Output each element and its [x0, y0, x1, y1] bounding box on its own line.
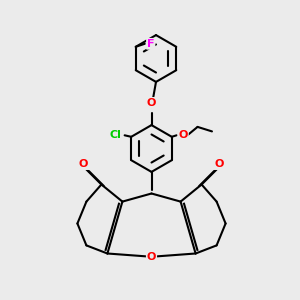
Text: O: O [178, 130, 188, 140]
Text: O: O [147, 98, 156, 108]
Text: F: F [147, 39, 154, 49]
Text: Cl: Cl [110, 130, 122, 140]
Text: O: O [79, 159, 88, 169]
Text: O: O [215, 159, 224, 169]
Text: O: O [147, 251, 156, 262]
